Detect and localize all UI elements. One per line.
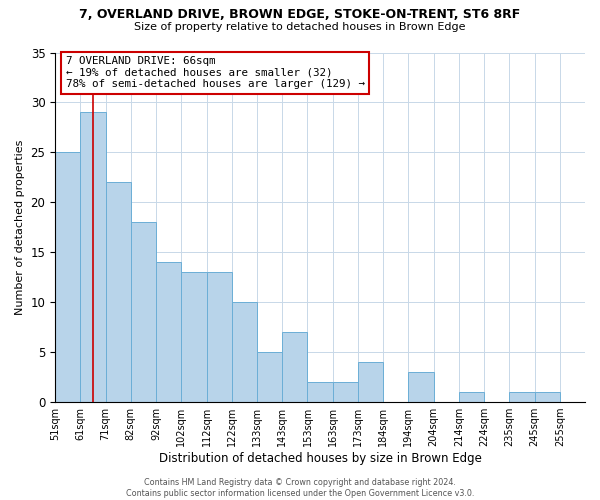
- Bar: [156, 262, 181, 402]
- Bar: [106, 182, 131, 402]
- Text: 7 OVERLAND DRIVE: 66sqm
← 19% of detached houses are smaller (32)
78% of semi-de: 7 OVERLAND DRIVE: 66sqm ← 19% of detache…: [66, 56, 365, 89]
- Bar: [307, 382, 332, 402]
- Y-axis label: Number of detached properties: Number of detached properties: [15, 140, 25, 315]
- Bar: [131, 222, 156, 402]
- Bar: [206, 272, 232, 402]
- Text: Size of property relative to detached houses in Brown Edge: Size of property relative to detached ho…: [134, 22, 466, 32]
- Bar: [332, 382, 358, 402]
- Bar: [535, 392, 560, 402]
- Bar: [181, 272, 206, 402]
- Text: 7, OVERLAND DRIVE, BROWN EDGE, STOKE-ON-TRENT, ST6 8RF: 7, OVERLAND DRIVE, BROWN EDGE, STOKE-ON-…: [79, 8, 521, 20]
- Text: Contains HM Land Registry data © Crown copyright and database right 2024.
Contai: Contains HM Land Registry data © Crown c…: [126, 478, 474, 498]
- Bar: [80, 112, 106, 402]
- Bar: [459, 392, 484, 402]
- Bar: [409, 372, 434, 402]
- X-axis label: Distribution of detached houses by size in Brown Edge: Distribution of detached houses by size …: [158, 452, 482, 465]
- Bar: [55, 152, 80, 402]
- Bar: [282, 332, 307, 402]
- Bar: [358, 362, 383, 402]
- Bar: [257, 352, 282, 402]
- Bar: [232, 302, 257, 402]
- Bar: [509, 392, 535, 402]
